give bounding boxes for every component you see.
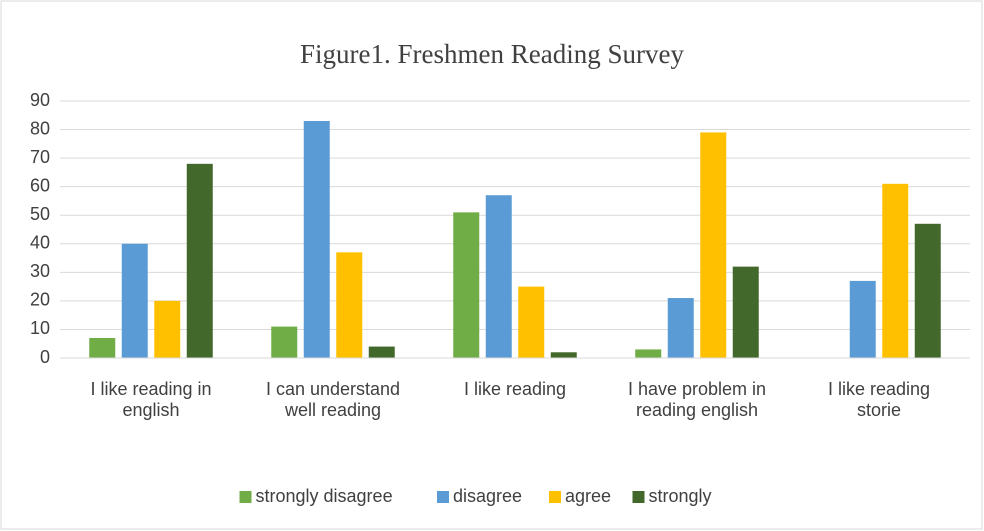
bar xyxy=(914,223,941,358)
x-tick-label: I have problem in reading english xyxy=(628,379,766,420)
legend-label: disagree xyxy=(453,486,522,506)
y-tick-label: 70 xyxy=(30,147,50,167)
bar xyxy=(154,300,181,358)
x-tick-label: I can understand well reading xyxy=(266,379,400,420)
bar xyxy=(89,338,116,358)
bar xyxy=(453,212,480,358)
bar xyxy=(550,352,577,358)
x-tick-label: I like reading storie xyxy=(828,379,930,420)
bar xyxy=(732,266,759,358)
bar xyxy=(635,349,662,358)
legend-swatch xyxy=(437,491,449,503)
y-tick-label: 0 xyxy=(40,347,50,367)
x-tick-label: I like reading xyxy=(464,379,566,399)
y-tick-label: 30 xyxy=(30,261,50,281)
legend-swatch xyxy=(632,491,645,503)
bar xyxy=(518,286,545,358)
bar xyxy=(186,163,213,358)
x-tick-label: I like reading in english xyxy=(90,379,211,420)
legend-swatch xyxy=(549,491,561,503)
y-tick-label: 20 xyxy=(30,290,50,310)
legend-label: strongly xyxy=(649,486,712,506)
y-tick-label: 90 xyxy=(30,90,50,110)
legend-label: agree xyxy=(565,486,611,506)
bar xyxy=(485,195,512,358)
y-tick-label: 80 xyxy=(30,118,50,138)
bar xyxy=(336,252,363,358)
y-tick-label: 10 xyxy=(30,318,50,338)
legend-label: strongly disagree xyxy=(256,486,393,506)
bar xyxy=(667,298,694,358)
bar xyxy=(303,120,330,358)
bar xyxy=(121,243,148,358)
bar xyxy=(271,326,298,358)
y-tick-label: 50 xyxy=(30,204,50,224)
legend-swatch xyxy=(239,491,252,503)
bar xyxy=(849,280,876,358)
y-tick-label: 60 xyxy=(30,175,50,195)
chart-title: Figure1. Freshmen Reading Survey xyxy=(300,39,684,69)
bar xyxy=(882,183,909,358)
bar xyxy=(368,346,395,358)
bar xyxy=(700,132,727,358)
y-tick-label: 40 xyxy=(30,233,50,253)
